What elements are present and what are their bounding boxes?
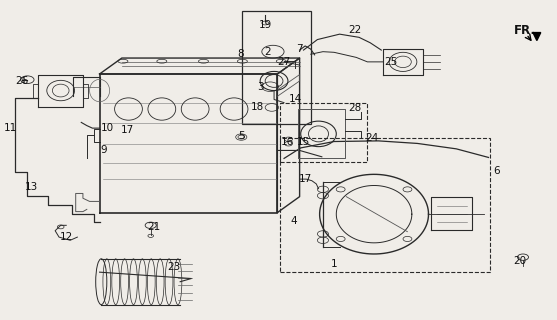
Text: 11: 11: [4, 123, 17, 133]
Text: 14: 14: [289, 93, 302, 103]
Text: 7: 7: [296, 44, 303, 54]
Text: 1: 1: [331, 259, 338, 268]
Polygon shape: [533, 33, 541, 41]
Text: 2: 2: [264, 47, 271, 57]
Text: 25: 25: [385, 57, 398, 67]
Text: 27: 27: [277, 57, 291, 67]
Text: 6: 6: [494, 166, 500, 176]
Text: 13: 13: [25, 182, 38, 192]
Bar: [280, 103, 368, 162]
Text: 10: 10: [101, 123, 114, 133]
Text: 28: 28: [349, 103, 362, 113]
Text: 22: 22: [349, 25, 362, 35]
Text: 3: 3: [257, 82, 264, 92]
Text: 4: 4: [290, 216, 297, 226]
Text: 19: 19: [258, 20, 272, 30]
Text: 15: 15: [296, 137, 310, 147]
Text: 24: 24: [365, 133, 378, 143]
Text: 17: 17: [121, 125, 134, 135]
Text: 21: 21: [147, 222, 160, 232]
Text: 23: 23: [168, 262, 180, 272]
Text: 5: 5: [238, 131, 245, 141]
Bar: [280, 138, 490, 272]
Text: 17: 17: [299, 174, 312, 184]
Text: 18: 18: [251, 102, 264, 112]
Text: 9: 9: [100, 146, 107, 156]
Text: 20: 20: [514, 256, 527, 266]
Text: 16: 16: [281, 137, 294, 147]
Text: 8: 8: [237, 49, 244, 59]
Bar: [242, 11, 311, 124]
Text: 12: 12: [60, 232, 73, 242]
Text: 26: 26: [15, 76, 28, 86]
Text: FR.: FR.: [514, 24, 536, 37]
